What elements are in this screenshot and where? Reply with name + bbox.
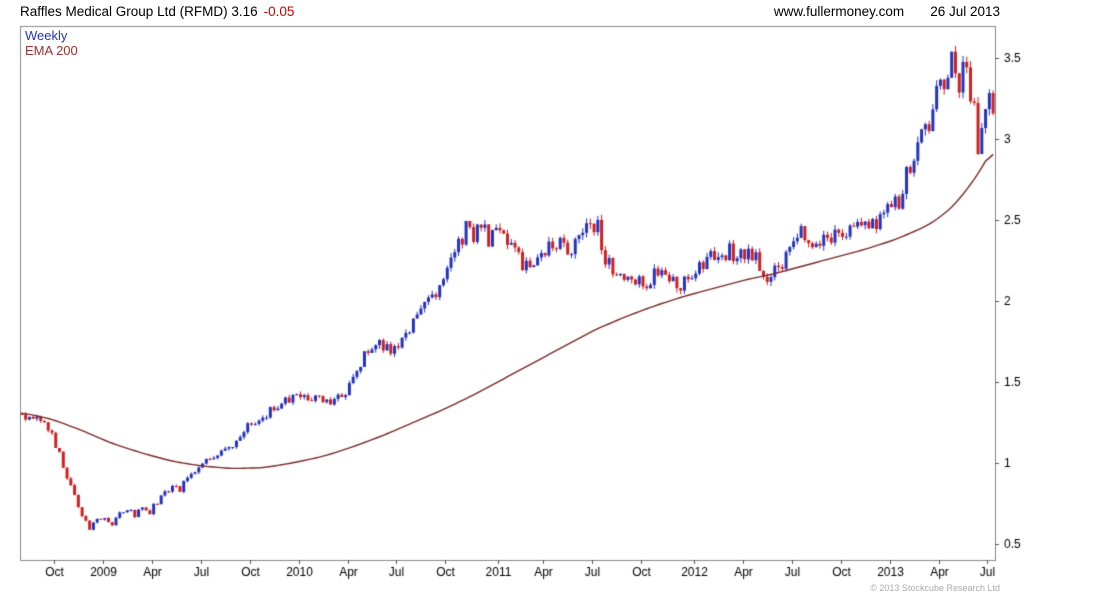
legend-weekly: Weekly [25, 28, 68, 43]
header-right: www.fullermoney.com 26 Jul 2013 [774, 4, 1000, 19]
page-title: Raffles Medical Group Ltd (RFMD) 3.16 -0.… [20, 4, 294, 19]
instrument-title: Raffles Medical Group Ltd (RFMD) 3.16 [20, 3, 258, 19]
legend-ema: EMA 200 [25, 43, 78, 58]
chart-header: Raffles Medical Group Ltd (RFMD) 3.16 -0.… [0, 0, 1100, 22]
candlestick-chart-canvas [0, 22, 1100, 600]
chart-date: 26 Jul 2013 [930, 3, 1000, 19]
copyright-text: © 2013 Stockcube Research Ltd [870, 583, 1000, 593]
website-text: www.fullermoney.com [773, 3, 905, 19]
chart-legend: Weekly EMA 200 [25, 28, 78, 58]
price-change: -0.05 [263, 3, 295, 19]
